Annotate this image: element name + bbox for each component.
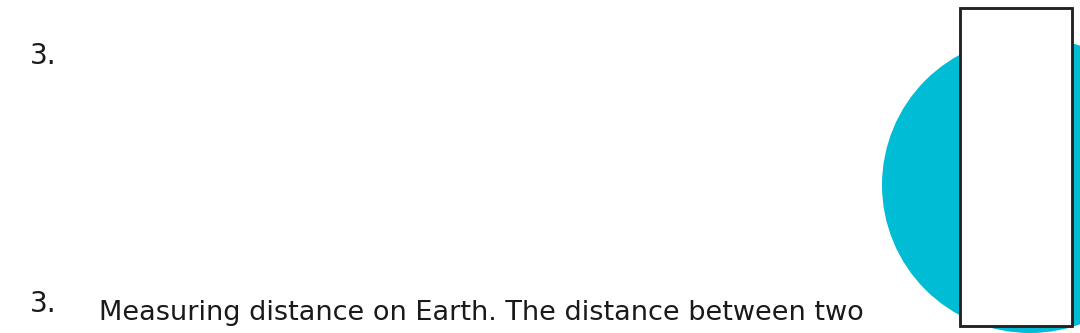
Bar bbox=[960, 8, 1072, 326]
Text: 3.: 3. bbox=[30, 290, 57, 318]
Text: Measuring distance on Earth. The distance between two: Measuring distance on Earth. The distanc… bbox=[99, 300, 864, 326]
Bar bbox=[960, 8, 1072, 326]
Bar bbox=[960, 8, 1072, 326]
Ellipse shape bbox=[882, 37, 1080, 333]
Text: 3.: 3. bbox=[30, 42, 56, 70]
